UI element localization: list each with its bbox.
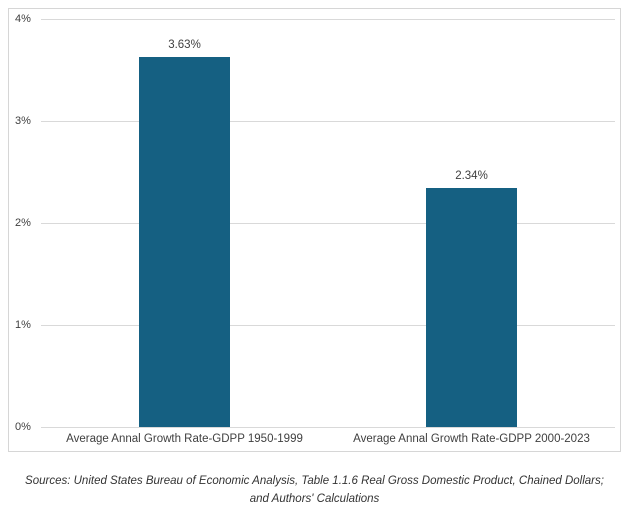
y-axis-tick-label: 3%	[15, 115, 31, 127]
bar-data-label: 2.34%	[455, 170, 488, 183]
plot-area: 0% 1% 2% 3% 4% 3.63% Average Annal Growth Rate…	[9, 9, 620, 451]
y-gridline	[41, 325, 615, 326]
bar-2	[426, 188, 517, 427]
source-note-text: Sources: United States Bureau of Economi…	[25, 475, 604, 505]
x-axis-category-label: Average Annal Growth Rate-GDPP 1950-1999	[66, 433, 303, 445]
y-gridline	[41, 121, 615, 122]
y-axis-tick-label: 2%	[15, 217, 31, 229]
bar-1	[139, 56, 230, 427]
y-gridline	[41, 223, 615, 224]
x-axis-category-label: Average Annal Growth Rate-GDPP 2000-2023	[353, 433, 590, 445]
y-axis-tick-label: 0%	[15, 421, 31, 433]
source-note: Sources: United States Bureau of Economi…	[0, 472, 629, 508]
y-axis-tick-label: 4%	[15, 13, 31, 25]
y-gridline	[41, 427, 615, 428]
y-gridline	[41, 19, 615, 20]
bar-data-label: 3.63%	[168, 38, 201, 51]
y-axis-tick-label: 1%	[15, 319, 31, 331]
chart-area: 0% 1% 2% 3% 4% 3.63% Average Annal Growth Rate…	[8, 8, 621, 452]
